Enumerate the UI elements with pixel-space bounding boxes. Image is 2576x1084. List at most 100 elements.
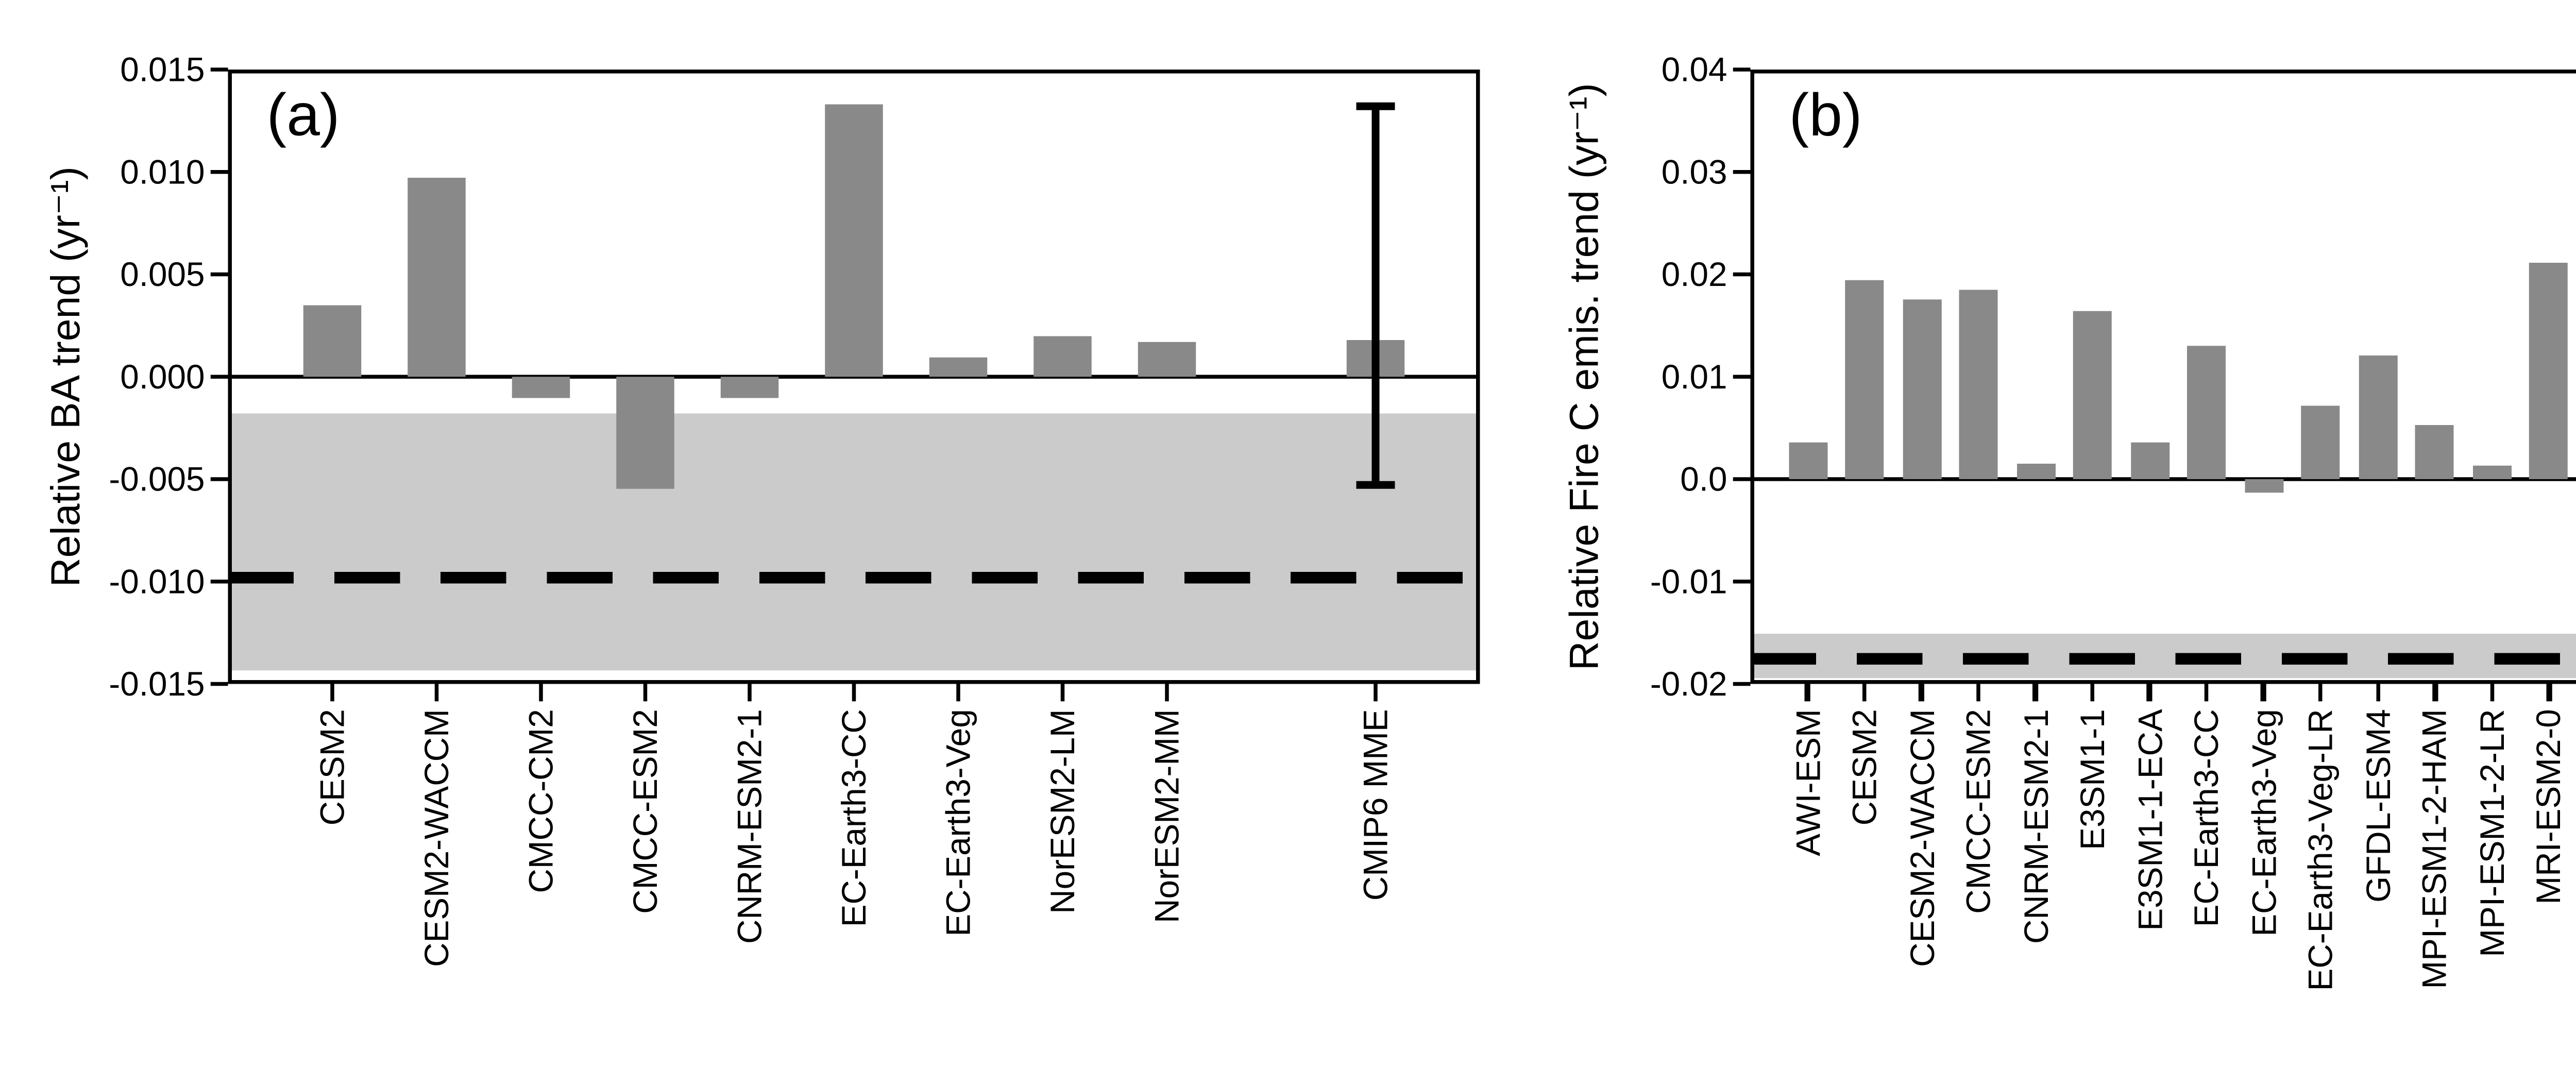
panel-b-x-tick-label-E3SM1-1: E3SM1-1 bbox=[2073, 709, 2112, 850]
panel-a-observed-trend-dashed-line bbox=[228, 572, 1480, 583]
panel-b-x-tick bbox=[2375, 684, 2380, 702]
panel-b-y-tick bbox=[1733, 579, 1751, 584]
panel-a-bar-EC-Earth3-Veg bbox=[929, 358, 988, 377]
panel-a-reference-band bbox=[228, 413, 1480, 670]
panel-b-y-tick bbox=[1733, 477, 1751, 482]
panel-b-x-tick bbox=[1862, 684, 1867, 702]
panel-b-y-tick bbox=[1733, 681, 1751, 687]
panel-a-x-tick bbox=[1060, 684, 1065, 702]
panel-b-x-tick bbox=[1976, 684, 1981, 702]
panel-b-x-tick-label-CESM2-WACCM: CESM2-WACCM bbox=[1902, 709, 1941, 967]
panel-a-x-tick bbox=[1373, 684, 1378, 702]
panel-b-bar-CNRM-ESM2-1 bbox=[2016, 464, 2055, 479]
panel-b-x-tick-label-AWI-ESM: AWI-ESM bbox=[1788, 709, 1827, 856]
panel-b-x-tick bbox=[1805, 684, 1810, 702]
panel-b-x-tick bbox=[2432, 684, 2437, 702]
panel-a-x-tick-label-CMCC-CM2: CMCC-CM2 bbox=[521, 709, 561, 893]
panel-b-bar-MPI-ESM1-2-LR bbox=[2472, 466, 2512, 479]
panel-a-label: (a) bbox=[266, 81, 340, 149]
panel-a-bar-NorESM2-MM bbox=[1138, 342, 1196, 377]
panel-a-y-tick-label: -0.015 bbox=[109, 665, 205, 703]
panel-b-bar-MPI-ESM1-2-HAM bbox=[2415, 425, 2454, 479]
panel-a-error-bar-cap-top bbox=[1356, 103, 1395, 111]
panel-b-y-tick bbox=[1733, 170, 1751, 175]
panel-a-bar-NorESM2-LM bbox=[1033, 335, 1092, 377]
panel-a-x-tick bbox=[1164, 684, 1170, 702]
panel-b-y-tick bbox=[1733, 374, 1751, 379]
panel-b-bar-MRI-ESM2-0 bbox=[2529, 263, 2568, 479]
panel-b-x-tick bbox=[2090, 684, 2095, 702]
panel-b-bar-CESM2-WACCM bbox=[1902, 300, 1941, 479]
panel-a-x-tick-label-CMCC-ESM2: CMCC-ESM2 bbox=[626, 709, 665, 914]
panel-b-x-tick-label-CESM2: CESM2 bbox=[1845, 709, 1884, 826]
panel-a-x-tick-label-CESM2: CESM2 bbox=[313, 709, 352, 826]
panel-b-bar-GFDL-ESM4 bbox=[2358, 356, 2397, 479]
panel-b-label: (b) bbox=[1789, 81, 1862, 149]
panel-b-x-tick bbox=[2204, 684, 2209, 702]
panel-a-y-tick bbox=[210, 170, 228, 175]
panel-a-y-tick bbox=[210, 681, 228, 687]
panel-a-y-tick-label: 0.010 bbox=[120, 153, 205, 192]
panel-a-y-tick-label: 0.015 bbox=[120, 50, 205, 89]
panel-a-error-bar-line bbox=[1371, 106, 1380, 485]
panel-b-bar-E3SM1-1 bbox=[2073, 310, 2112, 479]
panel-b-x-tick-label-MRI-ESM2-0: MRI-ESM2-0 bbox=[2529, 709, 2568, 905]
panel-b-y-tick-label: 0.01 bbox=[1661, 357, 1727, 396]
panel-b-x-tick bbox=[2261, 684, 2266, 702]
panel-a-bar-EC-Earth3-CC bbox=[825, 104, 883, 377]
panel-b-bar-EC-Earth3-CC bbox=[2187, 346, 2226, 479]
panel-b-x-tick bbox=[2489, 684, 2495, 702]
panel-a-x-tick bbox=[851, 684, 857, 702]
panel-b-x-tick-label-CMCC-ESM2: CMCC-ESM2 bbox=[1959, 709, 1998, 914]
panel-b-bar-EC-Earth3-Veg bbox=[2244, 479, 2283, 493]
panel-b-x-tick-label-EC-Earth3-Veg-LR: EC-Earth3-Veg-LR bbox=[2301, 709, 2341, 991]
panel-b-y-tick-label: 0.03 bbox=[1661, 153, 1727, 192]
panel-b-y-tick-label: 0.02 bbox=[1661, 255, 1727, 294]
panel-b-x-tick-label-CNRM-ESM2-1: CNRM-ESM2-1 bbox=[2016, 709, 2055, 944]
panel-b-y-tick-label: 0.04 bbox=[1661, 50, 1727, 89]
panel-a-x-tick-label-NorESM2-MM: NorESM2-MM bbox=[1147, 709, 1187, 923]
panel-a-bar-CESM2-WACCM bbox=[408, 178, 466, 377]
panel-a-bar-CNRM-ESM2-1 bbox=[720, 377, 779, 397]
panel-b-x-tick-label-GFDL-ESM4: GFDL-ESM4 bbox=[2358, 709, 2397, 903]
panel-a-bar-CMCC-CM2 bbox=[512, 377, 570, 397]
panel-a-y-tick bbox=[210, 374, 228, 379]
panel-a-bar-CESM2 bbox=[303, 305, 362, 377]
panel-b-x-tick bbox=[2318, 684, 2324, 702]
panel-a-error-bar-cap-bottom bbox=[1356, 481, 1395, 489]
panel-b-bar-AWI-ESM bbox=[1788, 443, 1827, 479]
panel-b-x-tick bbox=[2033, 684, 2038, 702]
panel-a-x-tick bbox=[330, 684, 335, 702]
panel-a-x-tick bbox=[956, 684, 961, 702]
panel-a-x-tick bbox=[747, 684, 752, 702]
panel-b-x-tick bbox=[2147, 684, 2153, 702]
panel-a-y-tick bbox=[210, 477, 228, 482]
panel-b-x-tick-label-E3SM1-1-ECA: E3SM1-1-ECA bbox=[2130, 709, 2169, 931]
panel-b-x-tick-label-EC-Earth3-Veg: EC-Earth3-Veg bbox=[2244, 709, 2283, 937]
panel-a-x-tick bbox=[434, 684, 439, 702]
panel-b-zero-line bbox=[1750, 477, 2576, 481]
panel-a-bar-CMCC-ESM2 bbox=[616, 377, 674, 489]
panel-b-y-tick-label: 0.0 bbox=[1680, 460, 1727, 499]
panel-a-x-tick-label-CMIP6 MME: CMIP6 MME bbox=[1356, 709, 1395, 901]
panel-a-x-tick-label-CESM2-WACCM: CESM2-WACCM bbox=[417, 709, 456, 967]
panel-a-y-tick-label: -0.005 bbox=[109, 460, 205, 499]
panel-a-x-tick bbox=[642, 684, 648, 702]
panel-a-x-tick-label-EC-Earth3-Veg: EC-Earth3-Veg bbox=[939, 709, 978, 937]
panel-b-y-tick bbox=[1733, 272, 1751, 277]
panel-a-x-tick-label-EC-Earth3-CC: EC-Earth3-CC bbox=[835, 709, 873, 927]
panel-a-x-tick bbox=[538, 684, 544, 702]
panel-b-bar-CESM2 bbox=[1845, 279, 1884, 479]
panel-b-x-tick-label-MPI-ESM1-2-LR: MPI-ESM1-2-LR bbox=[2472, 709, 2512, 957]
panel-a-y-tick-label: 0.005 bbox=[120, 255, 205, 294]
panel-b-x-tick bbox=[1919, 684, 1924, 702]
panel-a-y-tick-label: -0.010 bbox=[109, 562, 205, 601]
panel-b-y-tick-label: -0.01 bbox=[1650, 562, 1727, 601]
panel-b-y-tick bbox=[1733, 67, 1751, 72]
panel-b-bar-EC-Earth3-Veg-LR bbox=[2301, 405, 2341, 479]
panel-a-y-tick bbox=[210, 67, 228, 72]
panel-b-x-tick bbox=[2546, 684, 2552, 702]
panel-b-observed-trend-dashed-line bbox=[1750, 653, 2576, 664]
panel-a-y-tick-label: 0.000 bbox=[120, 357, 205, 396]
